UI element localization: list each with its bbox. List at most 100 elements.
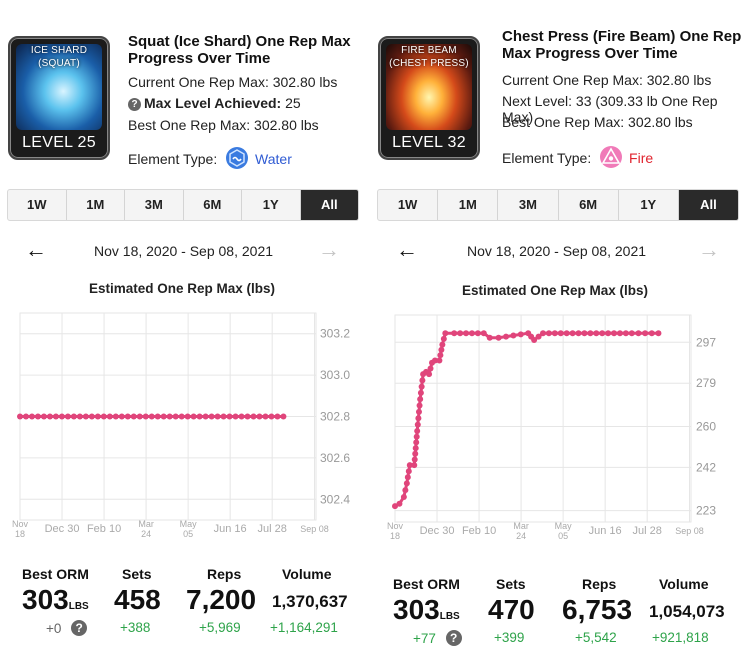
data-point [622,330,629,337]
data-point [427,365,434,372]
data-point [531,337,538,344]
x-tick-label: Jul 28 [258,523,287,535]
data-point [280,413,287,420]
chart-title: Estimated One Rep Max (lbs) [89,281,276,296]
data-point [124,413,131,420]
range-all-button[interactable]: All [678,190,738,220]
range-1m-button[interactable]: 1M [438,190,499,220]
data-point [118,413,125,420]
fire-beam-art [386,44,472,130]
element-type-label: Element Type: [128,151,218,167]
plot-frame [394,314,692,523]
range-6m-button[interactable]: 6M [184,190,242,220]
data-point [417,389,424,396]
x-tick-label: Mar 24 [138,519,154,539]
data-point [88,413,95,420]
data-point [46,413,53,420]
y-tick-label: 279 [696,376,716,390]
current-orm-text: Current One Rep Max: 302.80 lbs [128,74,338,90]
data-point [112,413,119,420]
data-point [172,413,179,420]
data-point [232,413,239,420]
sets-value: 470 [488,594,535,625]
x-tick-label: Dec 30 [420,525,455,537]
current-orm-text: Current One Rep Max: 302.80 lbs [502,72,712,88]
orm-line-chart: 297 279 260 242 223 Nov 18 Dec 30 Feb 10 Mar 24 May… [387,314,716,541]
max-level-line: ? Max Level Achieved: 25 [128,95,301,111]
x-tick-label: May 05 [180,519,198,539]
data-point [413,439,420,446]
sets-label: Sets [496,576,526,592]
range-1w-button[interactable]: 1W [378,190,439,220]
data-point [457,330,464,337]
data-point [28,413,35,420]
data-point [402,487,409,494]
data-point [599,330,606,337]
range-3m-button[interactable]: 3M [125,190,184,220]
best-orm-help-icon[interactable]: ? [71,620,88,636]
reps-value: 7,200 [186,584,257,615]
data-point [396,500,403,507]
best-orm-label: Best ORM [22,566,89,582]
best-orm-text: Best One Rep Max: 302.80 lbs [502,114,693,130]
best-orm-delta-value: +0 [46,621,62,636]
y-tick-label: 302.6 [320,451,350,465]
help-icon[interactable]: ? [128,98,141,111]
range-1m-button[interactable]: 1M [67,190,125,220]
range-1w-button[interactable]: 1W [8,190,67,220]
data-point [563,330,570,337]
data-point [535,333,542,340]
time-range-selector: 1W 1M 3M 6M 1Y All [7,189,359,221]
data-point [616,330,623,337]
range-all-button[interactable]: All [300,190,358,220]
data-point [569,330,576,337]
data-point [262,413,269,420]
data-point [415,408,422,415]
data-point [34,413,41,420]
max-level-value: 25 [281,95,301,111]
sets-delta: +388 [120,620,151,635]
data-point [426,371,433,378]
chart-title: Estimated One Rep Max (lbs) [462,283,649,298]
next-range-arrow-icon[interactable]: → [318,237,340,262]
data-point [628,330,635,337]
card-art-label-2: (CHEST PRESS) [389,58,469,69]
data-point [587,330,594,337]
y-tick-label: 242 [696,460,716,474]
best-orm-unit: LBS [68,601,89,612]
y-tick-label: 260 [696,419,716,433]
data-point [106,413,113,420]
data-point [486,334,493,341]
range-1y-button[interactable]: 1Y [619,190,679,220]
range-3m-button[interactable]: 3M [498,190,559,220]
data-point [392,503,398,510]
data-point [166,413,173,420]
range-6m-button[interactable]: 6M [559,190,619,220]
reps-delta: +5,542 [575,630,617,645]
time-range-selector: 1W 1M 3M 6M 1Y All [377,189,739,221]
fire-element-icon [599,145,623,172]
data-point [431,357,438,364]
previous-range-arrow-icon[interactable]: ← [25,237,47,262]
data-point [517,331,524,338]
x-tick-label: Nov 18 [12,519,29,539]
ice-shard-card-image: ICE SHARD (SQUAT) LEVEL 25 [8,36,110,160]
card-art-label-1: FIRE BEAM [401,45,457,56]
data-point [510,332,517,339]
next-range-arrow-icon[interactable]: → [698,237,720,262]
previous-range-arrow-icon[interactable]: ← [396,237,418,262]
best-orm-text: Best One Rep Max: 302.80 lbs [128,117,319,133]
sets-delta: +399 [494,630,525,645]
range-1y-button[interactable]: 1Y [242,190,301,220]
volume-label: Volume [659,576,709,592]
y-tick-label: 303.2 [320,327,350,341]
next-level-text: Next Level: 33 (309.33 lb One Rep Max) [502,93,718,125]
data-point [540,330,546,337]
card-level-label: LEVEL 25 [22,134,96,151]
reps-label: Reps [207,566,242,582]
data-point [418,383,425,390]
x-tick-label: Feb 10 [462,525,496,537]
data-point [642,330,649,337]
best-orm-help-icon[interactable]: ? [445,630,462,646]
data-point [495,334,502,341]
